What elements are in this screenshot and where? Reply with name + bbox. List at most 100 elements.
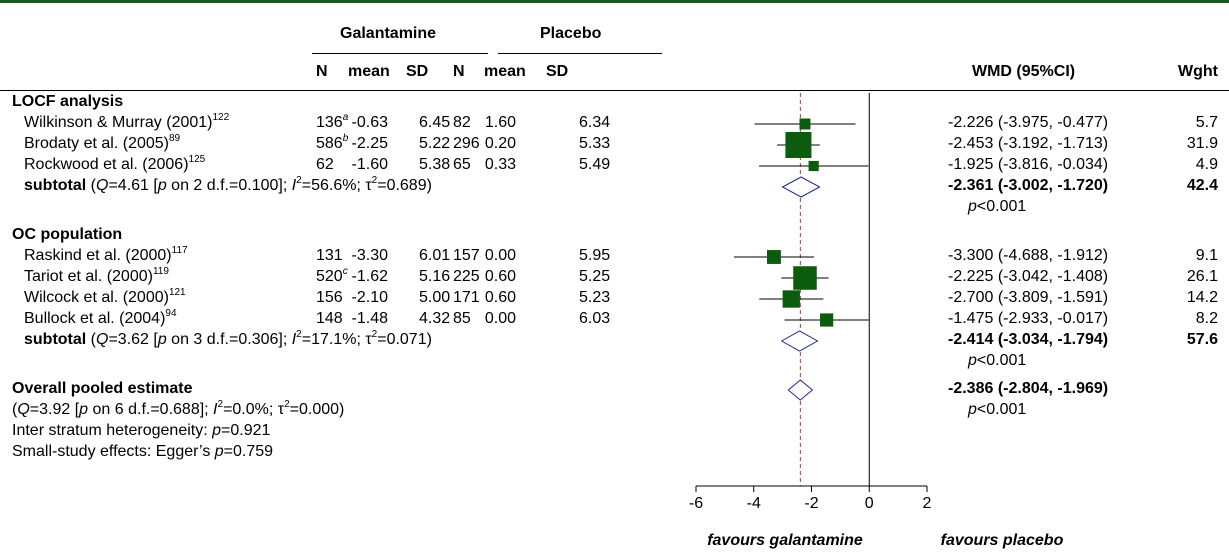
stratum-label-0: LOCF analysis (12, 93, 124, 110)
study-row-0-2-mean2: 0.33 (484, 156, 516, 173)
study-row-1-0-sd1: 6.01 (419, 247, 451, 264)
study-row-0-1-n1: 586b (316, 132, 349, 152)
group1-underline (312, 53, 488, 54)
group1-header: Galantamine (340, 25, 437, 42)
overall-ci: -2.386 (-2.804, -1.969) (948, 380, 1109, 397)
study-row-0-0-mean1: -0.63 (351, 114, 388, 131)
subtotal-0-pval: p<0.001 (968, 198, 1027, 215)
study-row-1-1-sd1: 5.16 (419, 268, 451, 285)
study-row-1-1-weight: 26.1 (1186, 268, 1218, 285)
study-row-0-2-weight: 4.9 (1195, 156, 1218, 173)
study-row-0-2-marker (808, 160, 819, 172)
study-row-1-2-weight: 14.2 (1186, 289, 1218, 306)
study-row-1-2-sd1: 5.00 (419, 289, 451, 306)
study-row-1-2-name: Wilcock et al. (2000)121 (24, 286, 186, 306)
subtotal-1-weight: 57.6 (1186, 331, 1218, 348)
study-row-1-3-weight: 8.2 (1195, 310, 1218, 327)
col-mean2: mean (484, 63, 526, 80)
study-row-0-2-name: Rockwood et al. (2006)125 (24, 153, 206, 173)
x-tick-label-3: 0 (865, 495, 874, 512)
x-tick-label-4: 2 (923, 495, 932, 512)
top-rule (0, 0, 1229, 3)
study-row-1-0-sd2: 5.95 (579, 247, 611, 264)
study-row-1-1-mean2: 0.60 (484, 268, 516, 285)
study-row-1-2-mean1: -2.10 (351, 289, 388, 306)
study-row-1-2-mean2: 0.60 (484, 289, 516, 306)
study-row-1-3-marker (820, 313, 834, 327)
study-row-1-3-n2: 85 (453, 310, 471, 327)
col-mean1: mean (348, 63, 390, 80)
left-favours-label: favours galantamine (707, 532, 863, 549)
overall-pval: p<0.001 (968, 401, 1027, 418)
study-row-0-1-n2: 296 (453, 135, 480, 152)
study-row-1-2-n1: 156 (316, 289, 343, 306)
study-row-0-0-marker (799, 118, 811, 130)
study-row-0-1-sd1: 5.22 (419, 135, 451, 152)
study-row-1-0-ci: -3.300 (-4.688, -1.912) (948, 247, 1109, 264)
study-row-0-1-ci: -2.453 (-3.192, -1.713) (948, 135, 1109, 152)
study-row-0-0-mean2: 1.60 (484, 114, 516, 131)
study-row-1-3-n1: 148 (316, 310, 343, 327)
subtotal-0-label: subtotal (Q=4.61 [p on 2 d.f.=0.100]; I2… (24, 174, 432, 194)
study-row-1-0-mean1: -3.30 (351, 247, 388, 264)
col-wmd: WMD (95%CI) (972, 63, 1076, 80)
study-row-1-0-name: Raskind et al. (2000)117 (24, 244, 188, 264)
subtotal-1-ci: -2.414 (-3.034, -1.794) (948, 331, 1109, 348)
subtotal-0-weight: 42.4 (1186, 177, 1218, 194)
right-favours-label: favours placebo (941, 532, 1064, 549)
study-row-0-1-mean1: -2.25 (351, 135, 388, 152)
study-row-1-3-sd1: 4.32 (419, 310, 451, 327)
inter-heterogeneity: Inter stratum heterogeneity: p=0.921 (12, 422, 271, 439)
study-row-1-0-mean2: 0.00 (484, 247, 516, 264)
study-row-0-1-weight: 31.9 (1186, 135, 1218, 152)
study-row-1-1-name: Tariot et al. (2000)119 (24, 265, 169, 285)
study-row-0-0-weight: 5.7 (1195, 114, 1218, 131)
study-row-1-0-marker (767, 250, 781, 264)
study-row-1-1-sd2: 5.25 (579, 268, 611, 285)
study-row-1-0-weight: 9.1 (1195, 247, 1218, 264)
study-row-0-0-n2: 82 (453, 114, 471, 131)
group2-header: Placebo (540, 25, 602, 42)
study-row-0-1-marker (785, 132, 812, 158)
stratum-label-1: OC population (12, 226, 123, 243)
group2-underline (498, 53, 662, 54)
subtotal-1-diamond (780, 330, 819, 352)
subtotal-1-pval: p<0.001 (968, 352, 1027, 369)
study-row-0-0-n1: 136a (316, 111, 349, 131)
study-row-1-1-n1: 520c (316, 265, 348, 285)
study-row-0-2-n1: 62 (316, 156, 334, 173)
study-row-1-1-ci: -2.225 (-3.042, -1.408) (948, 268, 1109, 285)
overall-hetero: (Q=3.92 [p on 6 d.f.=0.688]; I2=0.0%; τ2… (12, 398, 345, 418)
header-rule (0, 90, 1229, 91)
study-row-1-3-mean1: -1.48 (351, 310, 388, 327)
study-row-1-2-n2: 171 (453, 289, 480, 306)
study-row-0-0-sd2: 6.34 (579, 114, 611, 131)
study-row-0-0-sd1: 6.45 (419, 114, 451, 131)
study-row-0-0-ci: -2.226 (-3.975, -0.477) (948, 114, 1109, 131)
egger-test: Small-study effects: Egger’s p=0.759 (12, 443, 274, 460)
study-row-0-2-mean1: -1.60 (351, 156, 388, 173)
x-tick-label-0: -6 (689, 495, 703, 512)
subtotal-0-diamond (781, 176, 821, 198)
study-row-1-3-name: Bullock et al. (2004)94 (24, 307, 177, 327)
study-row-1-1-n2: 225 (453, 268, 480, 285)
study-row-1-3-ci: -1.475 (-2.933, -0.017) (948, 310, 1109, 327)
study-row-0-2-n2: 65 (453, 156, 471, 173)
overall-diamond (787, 379, 814, 401)
x-tick-label-2: -2 (804, 495, 818, 512)
col-sd1: SD (406, 63, 429, 80)
col-weight: Wght (1178, 63, 1218, 80)
study-row-1-0-n2: 157 (453, 247, 480, 264)
study-row-0-0-name: Wilkinson & Murray (2001)122 (24, 111, 230, 131)
study-row-0-1-mean2: 0.20 (484, 135, 516, 152)
col-n1: N (316, 63, 328, 80)
col-n2: N (453, 63, 465, 80)
overall-label: Overall pooled estimate (12, 380, 193, 397)
study-row-1-2-ci: -2.700 (-3.809, -1.591) (948, 289, 1109, 306)
study-row-1-3-sd2: 6.03 (579, 310, 611, 327)
study-row-1-2-marker (782, 290, 800, 308)
study-row-1-2-sd2: 5.23 (579, 289, 611, 306)
study-row-1-1-mean1: -1.62 (351, 268, 388, 285)
x-tick-label-1: -4 (747, 495, 761, 512)
